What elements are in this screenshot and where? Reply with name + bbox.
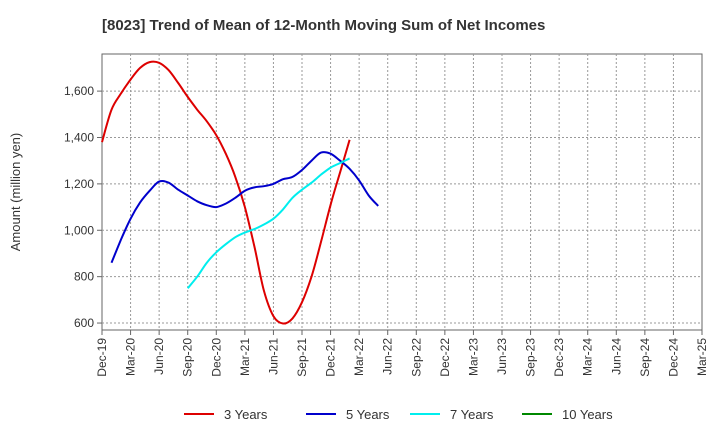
x-tick-label: Jun-21 [266,338,280,375]
y-tick-label: 1,600 [64,84,94,98]
x-tick-label: Dec-23 [552,338,566,377]
x-tick-label: Dec-19 [95,338,109,377]
x-tick-label: Mar-24 [581,338,595,376]
x-tick-label: Dec-22 [438,338,452,377]
legend-label-3-years: 3 Years [224,407,268,422]
x-tick-label: Mar-22 [352,338,366,376]
y-axis-label: Amount (million yen) [8,133,23,252]
series-lines [101,60,379,325]
x-tick-label: Sep-24 [638,338,652,377]
chart-title: [8023] Trend of Mean of 12-Month Moving … [102,17,545,34]
x-tick-label: Sep-22 [409,338,423,377]
x-tick-label: Sep-21 [295,338,309,377]
x-tick-label: Jun-20 [152,338,166,375]
x-tick-label: Mar-23 [466,338,480,376]
x-axis-ticks: Dec-19 Mar-20 Jun-20 Sep-20 Dec-20 Mar-21 Jun-… [95,330,709,377]
y-tick-label: 1,000 [64,223,94,237]
series-line-3-years [101,60,351,325]
legend-label-7-years: 7 Years [450,407,494,422]
legend-label-10-years: 10 Years [562,407,613,422]
y-axis-ticks: 600 800 1,000 1,200 1,400 1,600 [64,84,102,330]
x-tick-label: Jun-22 [381,338,395,375]
x-tick-label: Dec-24 [666,338,680,377]
legend-label-5-years: 5 Years [346,407,390,422]
gridlines [102,54,702,330]
x-tick-label: Dec-21 [324,338,338,377]
y-tick-label: 600 [74,316,94,330]
x-tick-label: Jun-24 [609,338,623,375]
series-line-7-years [186,157,351,289]
x-tick-label: Mar-25 [695,338,709,376]
x-tick-label: Mar-21 [238,338,252,376]
legend: 3 Years 5 Years 7 Years 10 Years [184,407,613,422]
series-line-5-years [110,151,379,264]
x-tick-label: Sep-20 [181,338,195,377]
y-tick-label: 1,400 [64,130,94,144]
y-tick-label: 1,200 [64,177,94,191]
x-tick-label: Mar-20 [124,338,138,376]
x-tick-label: Dec-20 [209,338,223,377]
plot-area [101,53,703,331]
x-tick-label: Sep-23 [524,338,538,377]
y-tick-label: 800 [74,270,94,284]
x-tick-label: Jun-23 [495,338,509,375]
